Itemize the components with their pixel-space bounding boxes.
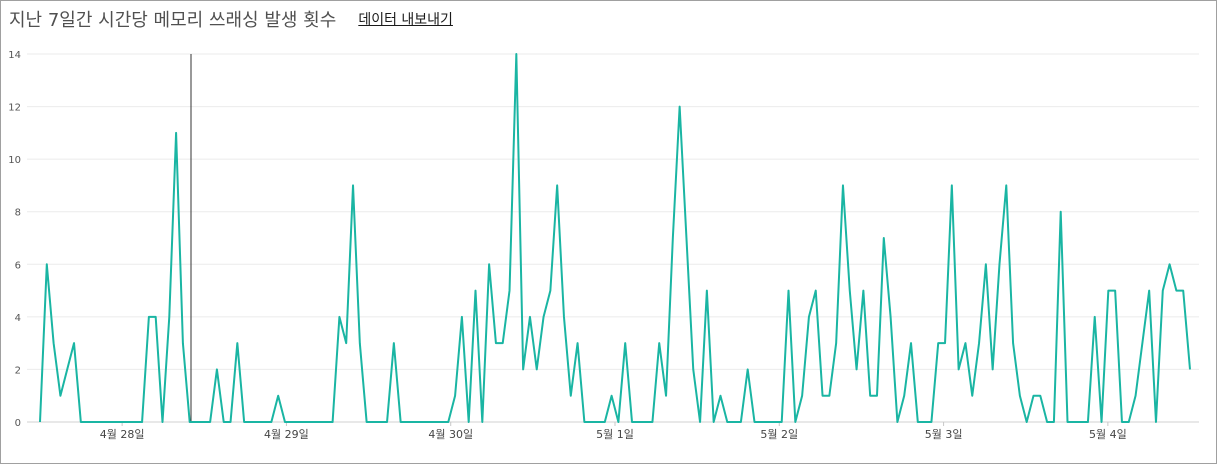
y-tick-label: 14 bbox=[8, 50, 21, 61]
x-tick-label: 4월 28일 bbox=[100, 427, 145, 441]
chart-header: 지난 7일간 시간당 메모리 쓰래싱 발생 횟수 데이터 내보내기 bbox=[9, 5, 453, 33]
x-tick-label: 5월 3일 bbox=[925, 427, 963, 441]
x-tick-label: 5월 4일 bbox=[1089, 427, 1127, 441]
x-tick-label: 5월 2일 bbox=[760, 427, 798, 441]
x-tick-label: 4월 29일 bbox=[264, 427, 309, 441]
y-tick-label: 0 bbox=[15, 418, 21, 429]
y-axis: 0 2 4 6 8 10 12 14 bbox=[8, 50, 21, 429]
series-line bbox=[39, 53, 1191, 423]
x-tick-label: 5월 1일 bbox=[596, 427, 634, 441]
y-tick-label: 12 bbox=[8, 103, 21, 114]
y-tick-label: 4 bbox=[15, 313, 21, 324]
y-tick-label: 8 bbox=[15, 208, 21, 219]
x-axis: 4월 28일 4월 29일 4월 30일 5월 1일 5월 2일 5월 3일 5월 4일 bbox=[100, 422, 1127, 441]
y-tick-label: 6 bbox=[15, 260, 21, 271]
grid-lines bbox=[27, 53, 1199, 423]
export-data-link[interactable]: 데이터 내보내기 bbox=[358, 12, 453, 28]
chart-title: 지난 7일간 시간당 메모리 쓰래싱 발생 횟수 bbox=[9, 10, 337, 31]
y-tick-label: 10 bbox=[8, 155, 21, 166]
y-tick-label: 2 bbox=[15, 365, 21, 376]
x-tick-label: 4월 30일 bbox=[428, 427, 473, 441]
